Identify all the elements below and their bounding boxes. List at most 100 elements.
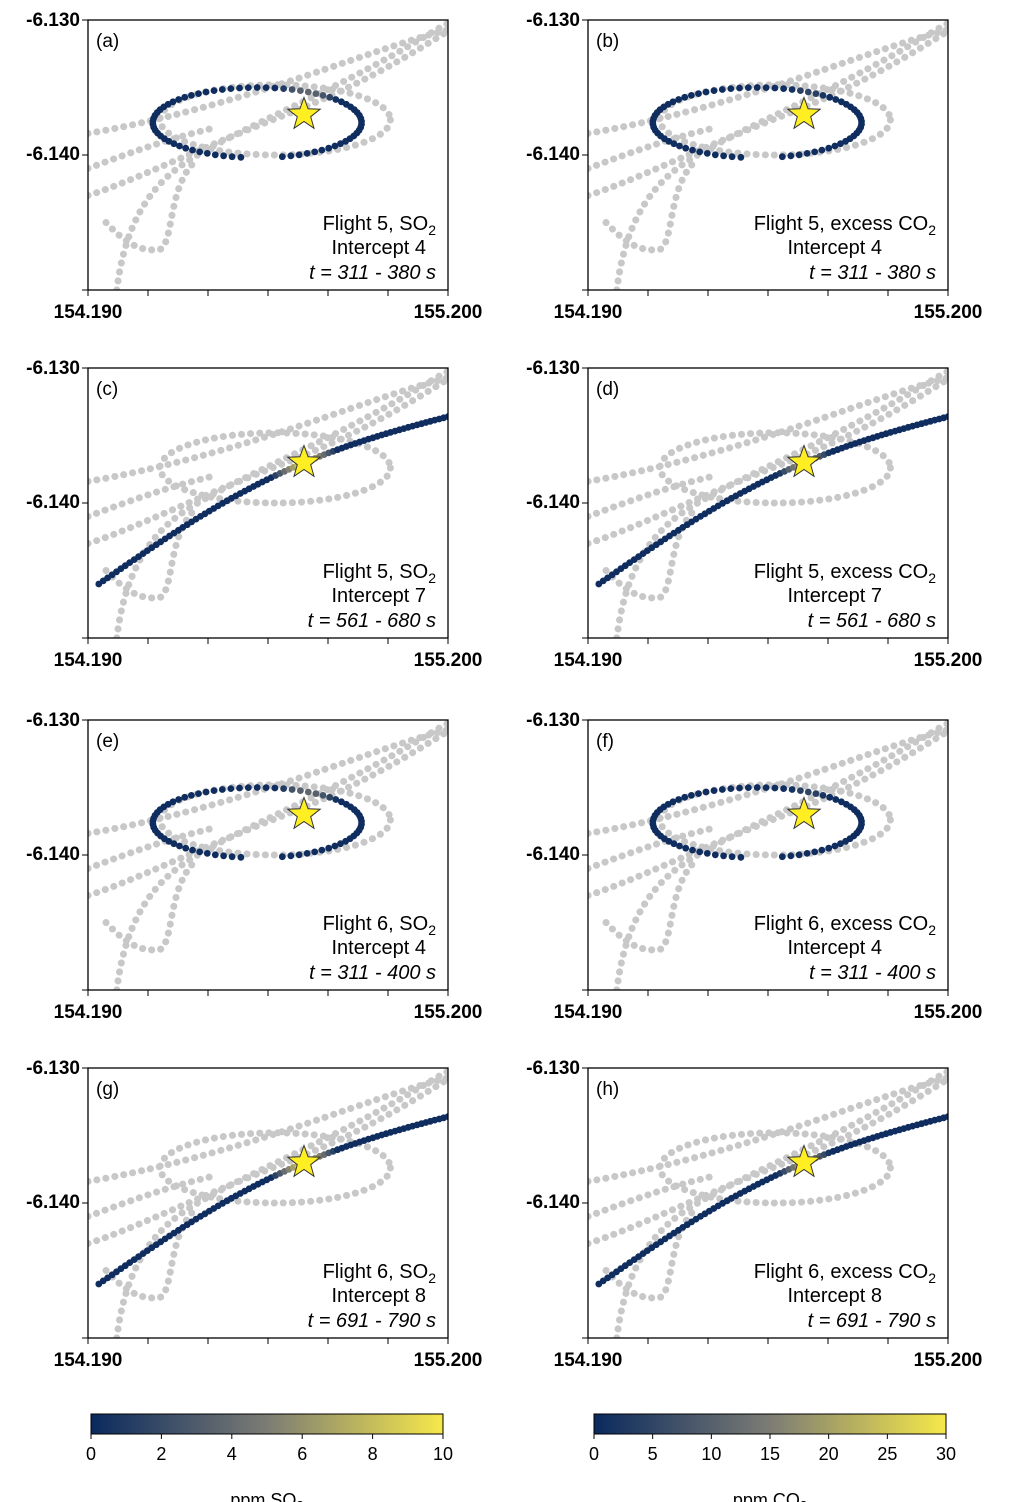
data-point	[710, 87, 718, 94]
annotation-time: t = 311 - 380 s	[309, 262, 436, 284]
data-point	[832, 796, 840, 803]
colorbar-tick-label: 0	[86, 1444, 96, 1464]
data-point	[318, 846, 326, 854]
data-point	[210, 787, 218, 794]
background-track-3	[102, 156, 200, 254]
colorbar-tick-label: 2	[156, 1444, 166, 1464]
annotation-time: t = 311 - 400 s	[809, 962, 936, 984]
y-tick-label: -6.140	[526, 844, 580, 865]
data-point	[312, 90, 320, 97]
background-track-4	[588, 472, 718, 520]
plot-area	[88, 720, 448, 990]
y-tick-label: -6.130	[526, 1058, 580, 1079]
colorbar-0: 0 2 4 6 8 10 ppm SO2	[86, 1413, 453, 1502]
background-track-2	[613, 20, 948, 290]
data-point	[696, 848, 704, 856]
data-point	[753, 784, 761, 791]
data-point	[202, 788, 210, 796]
data-point	[695, 90, 702, 97]
plot-area	[88, 368, 448, 638]
data-point	[689, 146, 696, 154]
data-point	[196, 148, 204, 156]
data-point	[444, 1113, 448, 1120]
annotation-time: t = 691 - 790 s	[308, 1310, 436, 1332]
data-point	[211, 851, 219, 859]
data-point	[278, 153, 286, 161]
data-point	[696, 148, 704, 156]
data-point	[271, 784, 279, 792]
panel-d: -6.130 -6.140 154.190 155.200 (d) Flight 5, e…	[526, 358, 982, 671]
data-point	[203, 150, 211, 157]
data-point	[244, 784, 252, 791]
data-point	[188, 792, 195, 799]
data-point	[195, 790, 202, 797]
background-track-0	[588, 726, 948, 899]
data-point	[837, 840, 844, 848]
background-track-0	[588, 26, 948, 199]
data-point	[303, 850, 311, 857]
x-tick-label: 154.190	[554, 1002, 623, 1023]
data-point	[326, 93, 334, 101]
panel-a: -6.130 -6.140 154.190 155.200 (a) Flight 5, S…	[26, 10, 482, 323]
data-point	[325, 844, 333, 852]
data-point	[728, 853, 736, 861]
plot-area	[588, 1068, 948, 1338]
y-tick-label: -6.130	[26, 10, 80, 31]
background-track-1	[588, 26, 948, 137]
colorbar-tick-label: 20	[819, 1444, 839, 1464]
background-track-0	[88, 726, 448, 899]
colorbar-tick-label: 8	[368, 1444, 378, 1464]
panel-c: -6.130 -6.140 154.190 155.200 (c) Flight 5, S…	[26, 358, 482, 671]
data-point	[720, 152, 727, 160]
data-point	[271, 84, 279, 92]
annotation-title: Flight 6, SO2	[323, 913, 437, 938]
background-track-0	[588, 374, 948, 547]
background-track-2	[613, 1068, 948, 1338]
data-point	[944, 1113, 948, 1120]
data-point	[744, 784, 752, 791]
y-tick-label: -6.140	[526, 1192, 580, 1213]
colorbar-tick-label: 5	[648, 1444, 658, 1464]
data-point	[237, 153, 245, 161]
data-point	[319, 92, 327, 99]
data-point	[170, 840, 178, 848]
annotation-title: Flight 5, SO2	[323, 213, 437, 238]
panel-e: -6.130 -6.140 154.190 155.200 (e) Flight 6, S…	[26, 710, 482, 1023]
data-point	[304, 88, 312, 96]
data-point	[170, 140, 178, 148]
data-point	[228, 853, 236, 861]
data-point	[842, 137, 849, 145]
data-point	[797, 87, 804, 94]
data-point	[182, 144, 190, 152]
y-tick-label: -6.130	[526, 710, 580, 731]
panel-label: (c)	[96, 379, 118, 400]
background-track-3	[102, 1204, 200, 1302]
data-point	[182, 844, 190, 852]
colorbar-tick-label: 6	[297, 1444, 307, 1464]
data-point	[718, 786, 726, 793]
colorbar-tick-label: 10	[433, 1444, 453, 1464]
y-tick-label: -6.130	[26, 358, 80, 379]
data-point	[778, 153, 786, 161]
data-point	[331, 842, 339, 850]
y-tick-label: -6.130	[26, 1058, 80, 1079]
background-track-2	[613, 368, 948, 638]
data-point	[795, 151, 803, 159]
data-point	[676, 142, 683, 150]
data-point	[295, 151, 303, 159]
data-point	[797, 787, 804, 794]
x-tick-label: 154.190	[554, 302, 623, 323]
data-point	[787, 152, 795, 160]
x-tick-label: 155.200	[914, 1002, 983, 1023]
data-point	[288, 86, 296, 93]
data-point	[788, 786, 796, 793]
colorbar-gradient	[593, 1413, 947, 1435]
data-point	[788, 86, 796, 93]
data-point	[670, 140, 678, 148]
source-star-icon	[286, 96, 322, 130]
y-tick-label: -6.130	[526, 10, 580, 31]
background-track-3	[102, 504, 200, 602]
data-point	[831, 142, 839, 150]
data-point	[675, 796, 682, 803]
data-point	[728, 153, 736, 161]
